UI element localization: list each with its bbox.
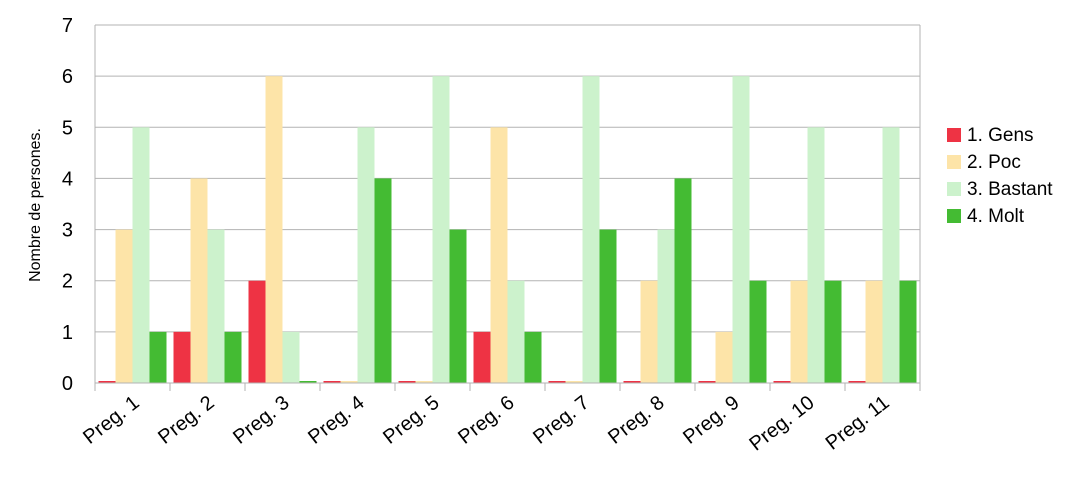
bar (265, 76, 283, 384)
x-tick-label: Preg. 5 (379, 392, 443, 449)
bar (623, 381, 641, 383)
bar (865, 280, 883, 383)
bar (824, 280, 842, 383)
x-tick-label: Preg. 9 (679, 392, 743, 449)
legend-swatch (947, 155, 961, 169)
x-tick-label: Preg. 6 (454, 392, 518, 449)
legend-label: 4. Molt (967, 206, 1025, 227)
y-tick-label: 2 (62, 271, 73, 293)
bar (599, 229, 617, 383)
x-tick-label: Preg. 11 (822, 392, 894, 455)
bar (340, 381, 358, 383)
bar (115, 229, 133, 383)
bar (640, 280, 658, 383)
legend-swatch (947, 128, 961, 142)
bar (323, 381, 341, 383)
bar (190, 178, 208, 383)
bar (732, 76, 750, 384)
bar (282, 331, 300, 383)
x-tick-label: Preg. 10 (745, 392, 818, 456)
y-tick-labels: 0 1 2 3 4 5 6 7 (62, 15, 73, 395)
x-tick-label: Preg. 3 (229, 392, 293, 449)
y-tick-label: 3 (62, 220, 73, 242)
x-tick-labels: Preg. 1 Preg. 2 Preg. 3 Preg. 4 Preg. 5 Preg.… (79, 392, 893, 456)
bar (357, 127, 375, 384)
bar (715, 331, 733, 383)
bar (224, 331, 242, 383)
bar (415, 381, 433, 383)
legend-swatch (947, 182, 961, 196)
bar (449, 229, 467, 383)
y-tick-label: 0 (62, 373, 73, 395)
bar (807, 127, 825, 384)
bar (773, 381, 791, 383)
legend: 1. Gens 2. Poc 3. Bastant 4. Molt (947, 125, 1053, 227)
bar (899, 280, 917, 383)
bar (132, 127, 150, 384)
bar (398, 381, 416, 383)
bar (582, 76, 600, 384)
bar (248, 280, 266, 383)
y-tick-label: 1 (62, 322, 73, 344)
y-axis-label: Nombre de persones. (27, 128, 44, 282)
bar (882, 127, 900, 384)
bar (674, 178, 692, 383)
bar (848, 381, 866, 383)
y-tick-label: 7 (62, 15, 73, 37)
x-tick-label: Preg. 4 (304, 392, 368, 449)
bar (749, 280, 767, 383)
bar (207, 229, 225, 383)
bar (657, 229, 675, 383)
bar (173, 331, 191, 383)
bar (490, 127, 508, 384)
bar (698, 381, 716, 383)
bar (374, 178, 392, 383)
legend-label: 3. Bastant (967, 179, 1053, 200)
bar (473, 331, 491, 383)
bar (565, 381, 583, 383)
bar (299, 381, 317, 383)
bar (790, 280, 808, 383)
bar (432, 76, 450, 384)
bar (524, 331, 542, 383)
x-tick-label: Preg. 2 (154, 392, 218, 449)
bar (149, 331, 167, 383)
y-tick-label: 6 (62, 66, 73, 88)
y-tick-label: 5 (62, 117, 73, 139)
y-tick-label: 4 (62, 168, 73, 190)
bar (548, 381, 566, 383)
bars (98, 76, 917, 384)
bar (507, 280, 525, 383)
bar (98, 381, 116, 383)
x-tick-label: Preg. 7 (529, 392, 593, 449)
legend-swatch (947, 209, 961, 223)
axes (94, 25, 921, 391)
legend-label: 2. Poc (967, 152, 1021, 173)
x-tick-label: Preg. 8 (604, 392, 668, 449)
x-tick-label: Preg. 1 (79, 392, 143, 449)
legend-label: 1. Gens (967, 125, 1034, 146)
